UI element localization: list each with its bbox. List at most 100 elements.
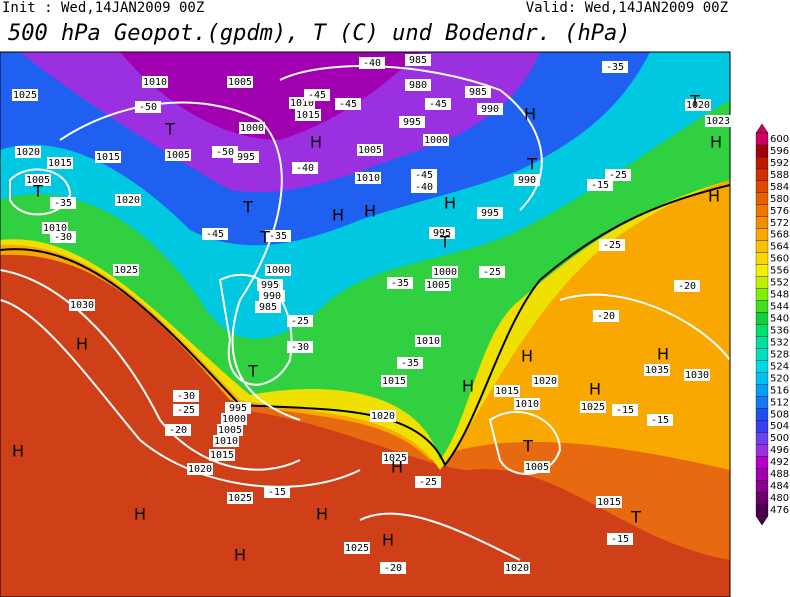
colorbar-band xyxy=(755,467,769,481)
temperature-label-box xyxy=(292,162,318,174)
temperature-label: -45 xyxy=(339,99,357,110)
temperature-label-box xyxy=(265,230,291,242)
isobar-label-box xyxy=(227,492,253,504)
isobar-label-box xyxy=(477,207,503,219)
colorbar-label: 600 xyxy=(770,134,789,145)
pressure-center: H xyxy=(444,194,456,213)
isobar-label-box xyxy=(239,122,265,134)
isobar-label: 1010 xyxy=(515,399,539,410)
temperature-label-box xyxy=(165,424,191,436)
isobar-label: 1035 xyxy=(645,365,669,376)
isobar-label: 990 xyxy=(518,175,536,186)
isobar-label-box xyxy=(15,146,41,158)
colorbar-band xyxy=(755,300,769,313)
isobar-label-box xyxy=(213,435,239,447)
isobar-label-box xyxy=(381,375,407,387)
temperature-label-box xyxy=(359,57,385,69)
colorbar-band xyxy=(755,216,769,229)
colorbar-label: 584 xyxy=(770,182,789,193)
temperature-label-box xyxy=(50,231,76,243)
isobar-label-box xyxy=(113,264,139,276)
temperature-label-box xyxy=(380,562,406,574)
map-title: 500 hPa Geopot.(gpdm), T (C) und Bodendr… xyxy=(8,21,631,46)
temperature-label-box xyxy=(335,98,361,110)
isobar-label: 1005 xyxy=(166,150,190,161)
colorbar-band xyxy=(755,228,769,241)
colorbar-label: 484 xyxy=(770,481,789,492)
pressure-center: T xyxy=(630,508,641,527)
colorbar-label: 500 xyxy=(770,433,789,444)
temperature-label: -25 xyxy=(291,316,309,327)
temperature-label: -35 xyxy=(54,198,72,209)
isobar-label: 1010 xyxy=(43,223,67,234)
isobar-label: 995 xyxy=(261,280,279,291)
isobar-label-box xyxy=(259,290,285,302)
pressure-center: H xyxy=(316,505,328,524)
temperature-label: -25 xyxy=(603,240,621,251)
isobar-label: 1010 xyxy=(290,98,314,109)
isobar-label: 1020 xyxy=(371,411,395,422)
pressure-center: H xyxy=(708,187,720,206)
isobar-label-box xyxy=(684,369,710,381)
colorbar-label: 544 xyxy=(770,302,789,313)
temperature-label: -20 xyxy=(384,563,402,574)
field-hot xyxy=(0,230,730,597)
isobar-label-box xyxy=(405,54,431,66)
front-line xyxy=(0,184,730,467)
colorbar-label: 592 xyxy=(770,158,789,169)
isobar-label-box xyxy=(115,194,141,206)
temperature-label-box xyxy=(587,179,613,191)
temperature-label-box xyxy=(397,357,423,369)
isobar-label: 1000 xyxy=(222,414,246,425)
isobar-label-box xyxy=(423,134,449,146)
isobar-label-box xyxy=(405,79,431,91)
isobar-label-box xyxy=(265,264,291,276)
pressure-center: H xyxy=(521,347,533,366)
pressure-center: T xyxy=(522,437,533,456)
colorbar-band xyxy=(755,444,769,457)
colorbar-band xyxy=(755,360,769,373)
pressure-center: T xyxy=(32,182,43,201)
isobar-label-box xyxy=(382,452,408,464)
isobar-label-box xyxy=(225,402,251,414)
isobar-label: 1020 xyxy=(188,464,212,475)
isobar-label: 1025 xyxy=(345,543,369,554)
colorbar-band xyxy=(755,491,769,505)
pressure-center: H xyxy=(382,531,394,550)
isobar-label-box xyxy=(432,266,458,278)
colorbar-band xyxy=(755,276,769,289)
isobar-label: 990 xyxy=(263,291,281,302)
temperature-label-box xyxy=(415,476,441,488)
isobar-label: 1020 xyxy=(116,195,140,206)
pressure-center: H xyxy=(332,206,344,225)
colorbar-label: 580 xyxy=(770,194,789,205)
temperature-label: -25 xyxy=(483,267,501,278)
isobar-label: 1015 xyxy=(210,450,234,461)
isobar-label: 1020 xyxy=(686,100,710,111)
isobar-label-box xyxy=(295,109,321,121)
colorbar-label: 552 xyxy=(770,278,789,289)
temperature-label-box xyxy=(599,239,625,251)
isobar-label-box xyxy=(596,496,622,508)
pressure-center: T xyxy=(259,228,270,247)
colorbar-label: 488 xyxy=(770,469,789,480)
colorbar-band xyxy=(755,312,769,325)
pressure-center: H xyxy=(391,458,403,477)
isobar-label: 980 xyxy=(409,80,427,91)
isobar-label: 985 xyxy=(259,302,277,313)
temperature-label: -35 xyxy=(391,278,409,289)
temperature-label: -15 xyxy=(651,415,669,426)
colorbar-label: 504 xyxy=(770,421,789,432)
isobar-label-box xyxy=(705,115,731,127)
colorbar-band xyxy=(755,168,769,182)
temperature-label: -30 xyxy=(177,391,195,402)
colorbar-label: 560 xyxy=(770,254,789,265)
colorbar-label: 476 xyxy=(770,505,789,516)
pressure-center: H xyxy=(364,202,376,221)
isobar-label: 1000 xyxy=(433,267,457,278)
pressure-center: H xyxy=(310,133,322,152)
colorbar-label: 512 xyxy=(770,397,789,408)
pressure-center: T xyxy=(164,120,175,139)
colorbar-label: 492 xyxy=(770,457,789,468)
colorbar-band xyxy=(755,192,769,205)
